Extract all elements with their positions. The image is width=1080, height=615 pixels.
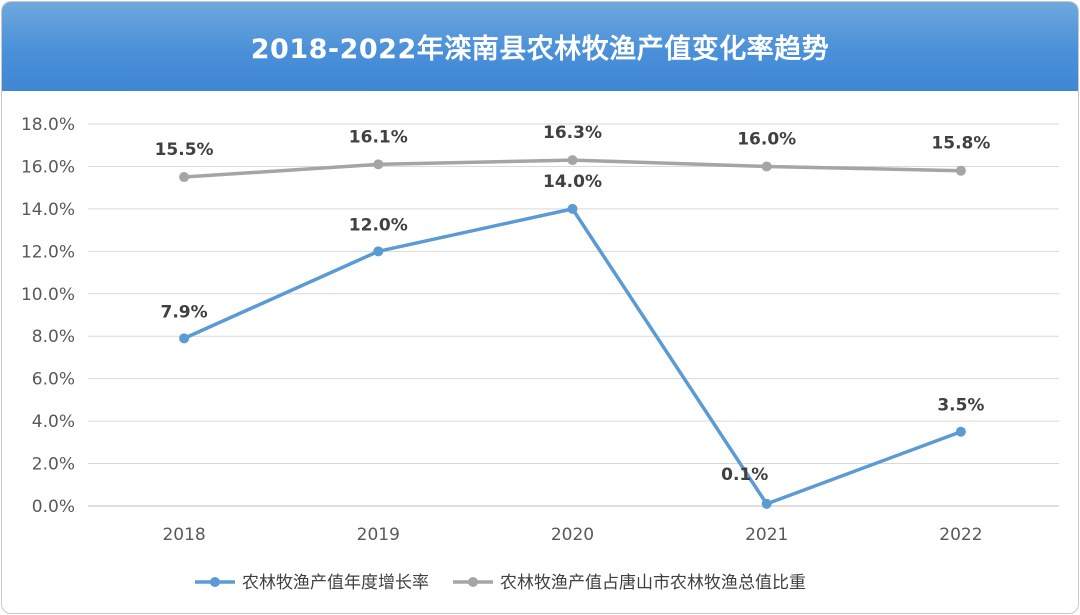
legend: 农林牧渔产值年度增长率 农林牧渔产值占唐山市农林牧渔总值比重 [195,572,806,593]
data-point [179,333,190,344]
data-label: 16.3% [543,123,602,143]
data-point [373,159,384,170]
data-label: 16.1% [349,127,408,147]
x-tick-label: 2018 [162,525,205,545]
legend-entry: 农林牧渔产值年度增长率 [242,573,429,593]
x-tick-label: 2019 [357,525,400,545]
data-point [373,246,384,257]
y-tick-label: 6.0% [32,370,75,390]
data-point [567,203,578,214]
data-point [761,498,772,509]
data-point [761,161,772,172]
data-label: 15.8% [931,134,990,154]
legend-swatch-marker [468,577,478,587]
data-label: 14.0% [543,172,602,192]
x-tick-label: 2020 [551,525,594,545]
data-point [567,155,578,166]
legend-entry: 农林牧渔产值占唐山市农林牧渔总值比重 [500,572,806,593]
chart-title: 2018-2022年滦南县农林牧渔产值变化率趋势 [250,34,830,65]
data-label: 15.5% [155,140,214,160]
x-tick-label: 2021 [745,525,788,545]
y-tick-label: 0.0% [32,497,75,517]
x-tick-label: 2022 [939,525,982,545]
y-tick-label: 16.0% [21,157,75,177]
data-label: 3.5% [937,396,984,416]
y-tick-label: 8.0% [32,327,75,347]
series-group [179,155,966,509]
y-tick-label: 12.0% [21,242,75,262]
y-tick-label: 4.0% [32,412,75,432]
y-tick-label: 2.0% [32,455,75,475]
y-axis: 0.0% 2.0% 4.0% 6.0% 8.0% 10.0% 12.0% 14.0% 16.0%… [21,115,75,517]
y-tick-label: 18.0% [21,115,75,135]
x-axis: 2018 2019 2020 2021 2022 [162,525,982,545]
data-labels: 7.9% 12.0% 14.0% 0.1% 3.5% 15.5% 16.1% 16.3% 16.… [155,123,991,485]
chart-header: 2018-2022年滦南县农林牧渔产值变化率趋势 [2,2,1078,91]
data-point [955,165,966,176]
data-label: 12.0% [349,215,408,235]
data-label: 16.0% [737,129,796,149]
legend-swatch-marker [210,577,220,587]
data-label: 7.9% [161,302,208,322]
data-label: 0.1% [721,465,768,485]
y-tick-label: 10.0% [21,285,75,305]
data-point [955,426,966,437]
series-line [182,207,963,506]
y-tick-label: 14.0% [21,200,75,220]
data-point [179,172,190,183]
